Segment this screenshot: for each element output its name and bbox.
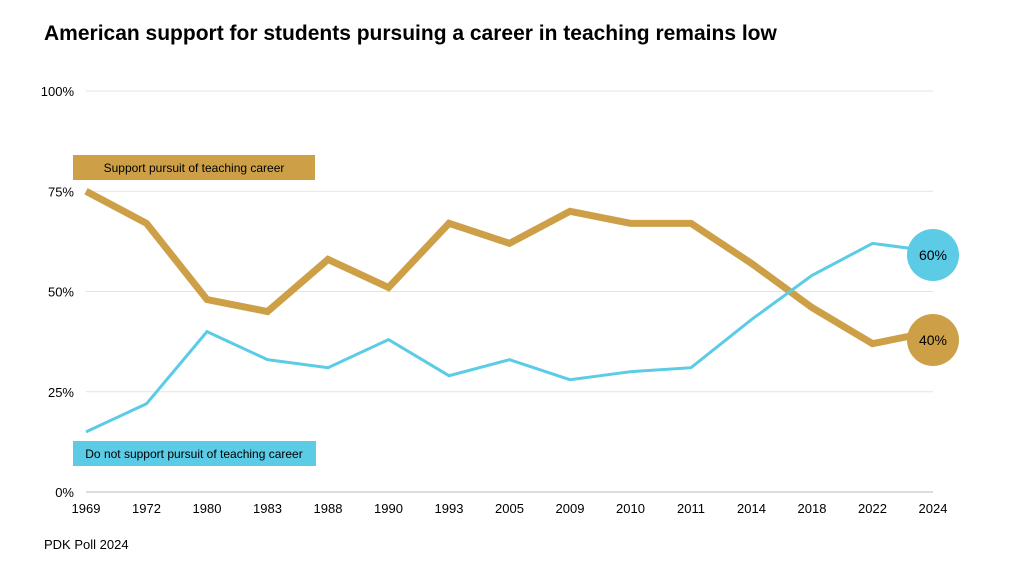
x-tick-label: 1988 bbox=[314, 501, 343, 516]
y-tick-label: 25% bbox=[48, 385, 74, 400]
y-tick-label: 100% bbox=[41, 84, 75, 99]
legend-support-label: Support pursuit of teaching career bbox=[104, 161, 285, 175]
series-line-oppose bbox=[86, 243, 933, 431]
x-tick-label: 2005 bbox=[495, 501, 524, 516]
x-tick-label: 2010 bbox=[616, 501, 645, 516]
y-tick-label: 50% bbox=[48, 285, 74, 300]
x-tick-label: 1969 bbox=[72, 501, 101, 516]
end-label: 40% bbox=[919, 332, 947, 348]
x-tick-label: 1980 bbox=[193, 501, 222, 516]
x-tick-label: 2009 bbox=[556, 501, 585, 516]
x-tick-label: 2014 bbox=[737, 501, 766, 516]
x-tick-label: 1990 bbox=[374, 501, 403, 516]
x-tick-label: 1983 bbox=[253, 501, 282, 516]
x-tick-label: 2024 bbox=[919, 501, 948, 516]
chart-title: American support for students pursuing a… bbox=[44, 22, 777, 45]
series-line-support bbox=[86, 191, 933, 343]
end-label: 60% bbox=[919, 247, 947, 263]
x-tick-label: 1972 bbox=[132, 501, 161, 516]
x-tick-label: 2011 bbox=[677, 501, 705, 516]
x-tick-label: 1993 bbox=[435, 501, 464, 516]
y-tick-label: 75% bbox=[48, 184, 74, 199]
legend-oppose-label: Do not support pursuit of teaching caree… bbox=[85, 447, 302, 461]
x-tick-label: 2022 bbox=[858, 501, 887, 516]
x-tick-label: 2018 bbox=[798, 501, 827, 516]
source-note: PDK Poll 2024 bbox=[44, 537, 129, 552]
y-tick-label: 0% bbox=[55, 485, 74, 500]
